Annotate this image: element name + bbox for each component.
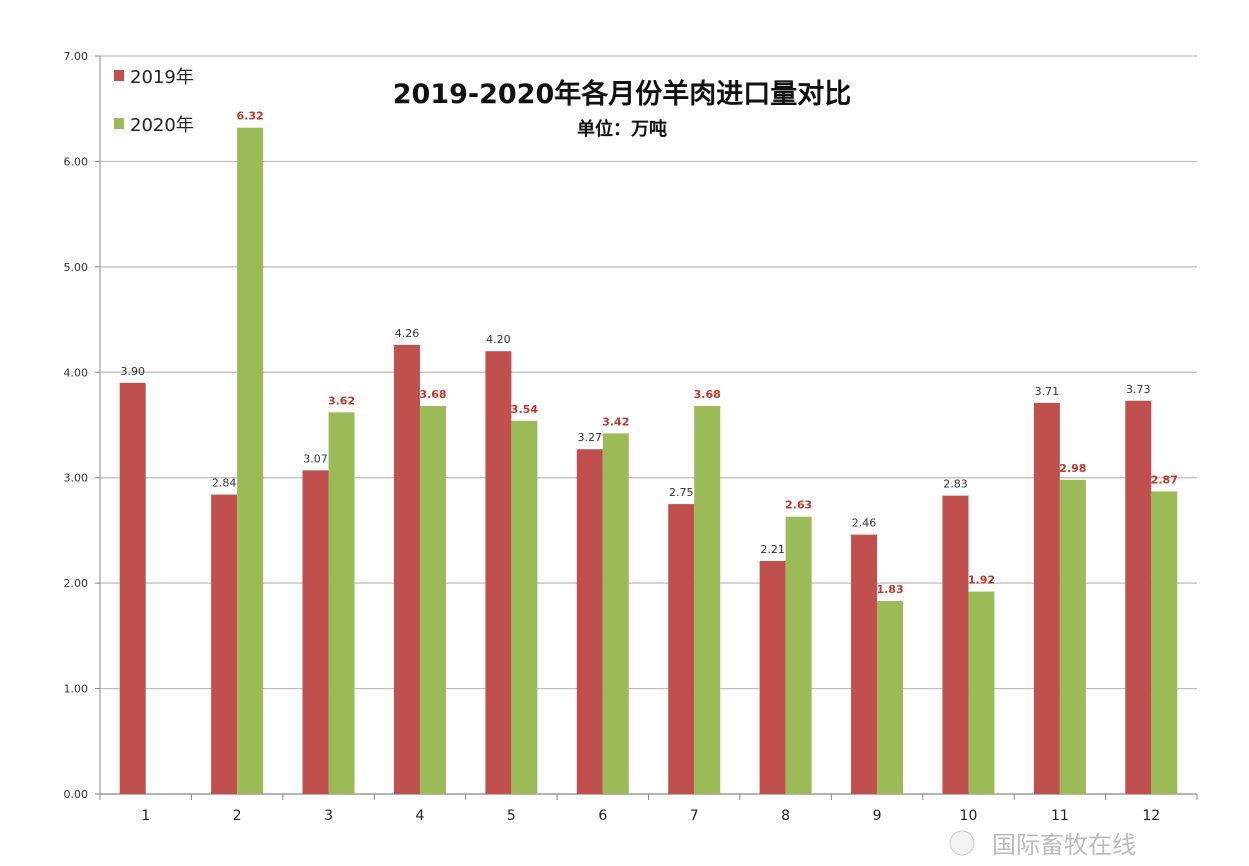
data-label: 1.83: [876, 583, 903, 596]
x-tick-label: 3: [324, 808, 333, 824]
x-axis: 1 2 3 4 5 6 7 8 9 10 11 12: [99, 794, 1198, 824]
bar-2020年-3: [328, 412, 355, 794]
x-tick-label: 9: [873, 808, 882, 824]
wechat-icon: [949, 830, 975, 856]
data-label: 2.46: [852, 517, 877, 530]
y-axis: 0.00 1.00 2.00 3.00 4.00 5.00 6.00 7.00: [64, 50, 101, 801]
x-tick-label: 8: [781, 808, 790, 824]
bar-2020年-5: [511, 420, 538, 794]
y-tick-label: 0.00: [64, 788, 89, 801]
bar-2019年-1: [119, 382, 146, 794]
bar-2019年-7: [668, 504, 695, 794]
chart-title: 2019-2020年各月份羊肉进口量对比: [393, 78, 852, 110]
data-label: 3.42: [602, 415, 629, 428]
bar-2019年-4: [393, 344, 420, 794]
x-tick-label: 12: [1142, 808, 1160, 824]
data-label: 3.90: [120, 365, 145, 378]
legend: 2019年 2020年: [114, 67, 194, 136]
legend-label-2020: 2020年: [130, 115, 194, 136]
data-label: 4.26: [395, 327, 420, 340]
data-label: 3.68: [419, 388, 446, 401]
y-tick-label: 6.00: [64, 155, 89, 168]
bar-2019年-8: [759, 561, 786, 794]
data-label: 2.98: [1059, 462, 1086, 475]
x-tick-label: 4: [415, 808, 424, 824]
bar-2019年-2: [211, 494, 238, 794]
bar-2020年-10: [968, 591, 995, 794]
data-label: 2.84: [212, 477, 237, 490]
data-label: 2.87: [1151, 473, 1178, 486]
bar-2019年-11: [1033, 402, 1060, 794]
x-tick-label: 6: [598, 808, 607, 824]
y-tick-label: 4.00: [64, 366, 89, 379]
data-label: 2.75: [669, 486, 694, 499]
bar-2020年-6: [602, 433, 629, 794]
bar-2020年-7: [694, 406, 721, 794]
bar-2019年-12: [1125, 400, 1152, 794]
legend-swatch-2020: [114, 118, 124, 129]
bar-2020年-12: [1151, 491, 1178, 794]
gridlines: [100, 55, 1197, 795]
bar-2020年-4: [419, 406, 446, 794]
watermark-text: 国际畜牧在线: [992, 831, 1136, 859]
watermark: 国际畜牧在线: [949, 830, 1136, 859]
data-label: 1.92: [968, 574, 995, 587]
y-tick-label: 2.00: [64, 577, 89, 590]
bar-2020年-2: [237, 127, 264, 795]
data-label: 2.63: [785, 499, 812, 512]
data-label: 4.20: [486, 333, 511, 346]
data-label: 6.32: [237, 110, 264, 123]
data-label: 3.54: [511, 403, 538, 416]
bar-2019年-3: [302, 470, 329, 794]
y-tick-label: 1.00: [64, 683, 89, 696]
chart-subtitle: 单位：万吨: [577, 118, 667, 140]
bar-2019年-6: [576, 449, 603, 794]
x-tick-label: 10: [960, 808, 978, 824]
bar-2019年-9: [851, 534, 878, 794]
legend-swatch-2019: [114, 70, 124, 81]
y-tick-label: 3.00: [64, 472, 89, 485]
x-tick-label: 5: [507, 808, 516, 824]
y-tick-label: 7.00: [64, 50, 89, 63]
data-label: 3.73: [1126, 383, 1151, 396]
data-label: 3.71: [1035, 385, 1060, 398]
data-label: 3.27: [578, 431, 603, 444]
bar-2020年-11: [1059, 479, 1086, 794]
bar-2019年-10: [942, 495, 969, 794]
x-tick-label: 2: [233, 808, 242, 824]
x-tick-label: 1: [141, 808, 150, 824]
data-label: 3.07: [303, 452, 328, 465]
y-tick-label: 5.00: [64, 261, 89, 274]
x-tick-label: 11: [1051, 808, 1069, 824]
data-label: 3.62: [328, 394, 355, 407]
x-tick-label: 7: [690, 808, 699, 824]
bars: [119, 127, 1178, 795]
data-label: 2.21: [760, 543, 785, 556]
bar-2020年-9: [877, 601, 904, 794]
data-label: 2.83: [943, 478, 968, 491]
bar-2020年-8: [785, 516, 812, 794]
bar-2019年-5: [485, 351, 512, 794]
data-label: 3.68: [694, 388, 721, 401]
legend-label-2019: 2019年: [130, 67, 194, 88]
data-labels: 3.90 2.84 6.32 3.07 3.62 4.26 3.68 4.20 3.54 3.27…: [120, 110, 1177, 596]
